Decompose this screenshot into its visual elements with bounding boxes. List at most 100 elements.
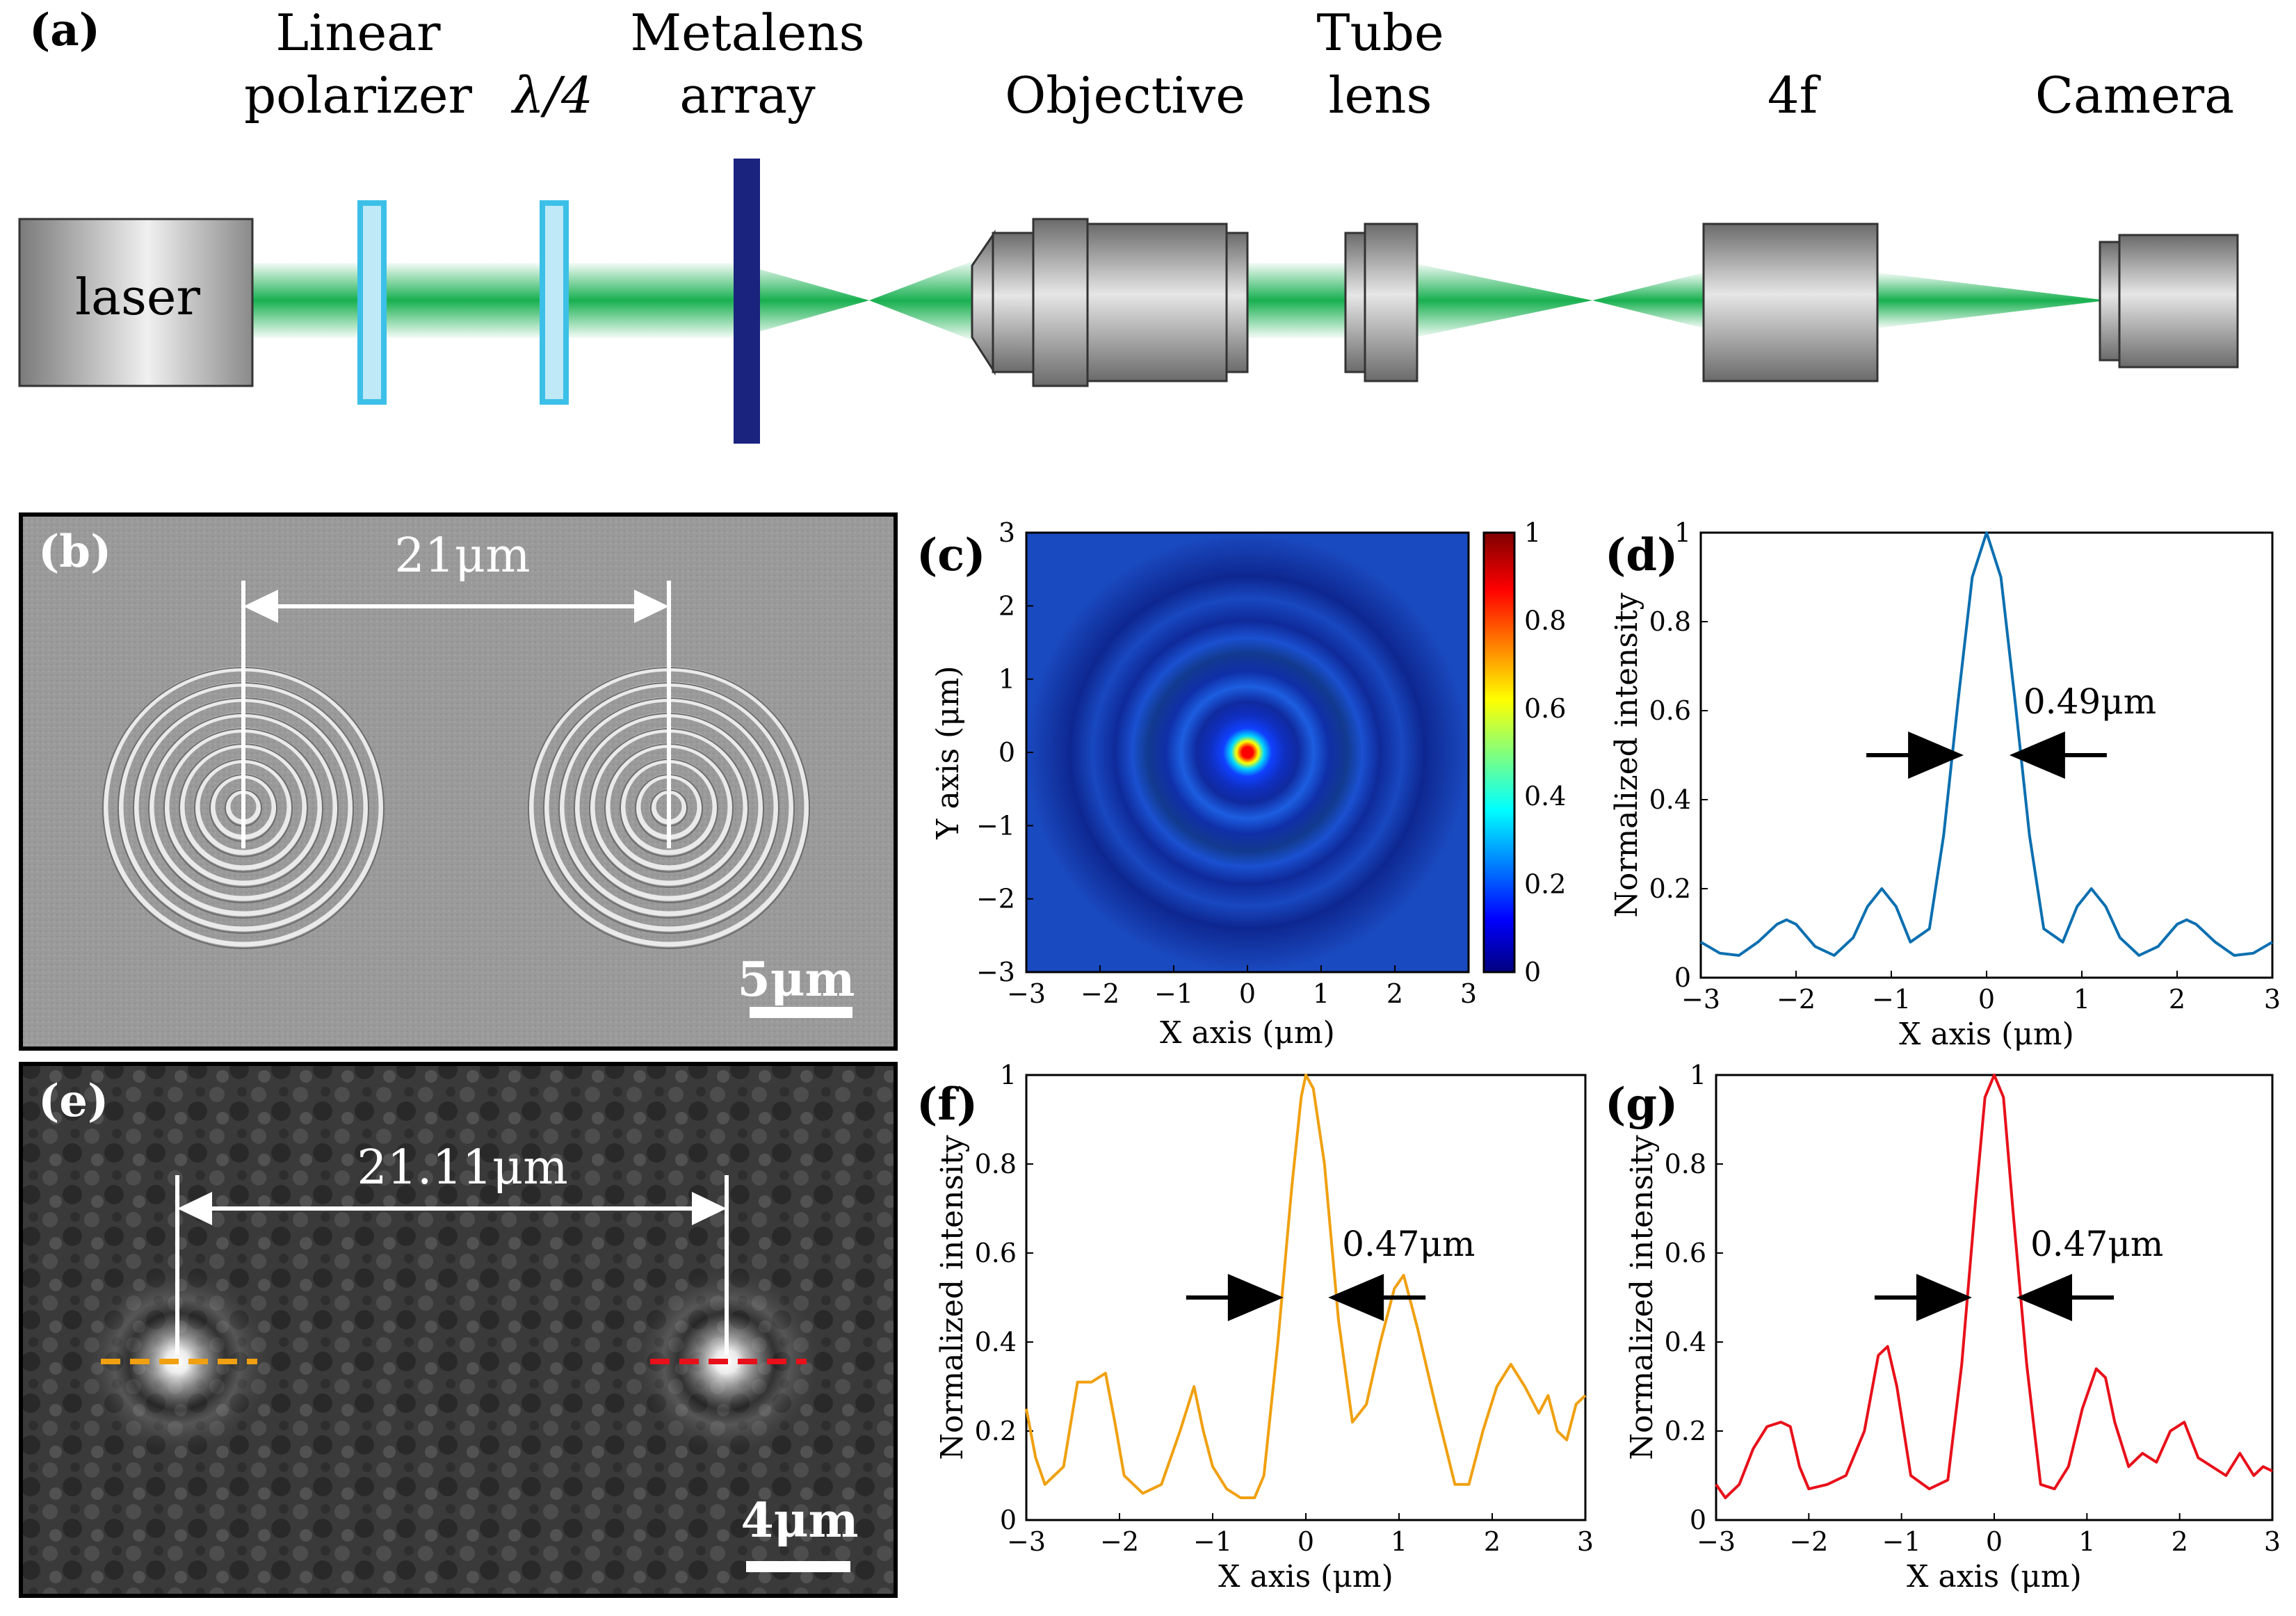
x-tick-label: −2 (1100, 1526, 1139, 1557)
colorbar-tick-label: 0.4 (1524, 781, 1566, 811)
x-tick-label: 3 (1460, 978, 1477, 1009)
y-tick-label: 1 (1674, 517, 1691, 548)
camera-focus-beam (1877, 273, 2107, 328)
objective-lens (971, 218, 1249, 387)
label-laser: laser (75, 268, 201, 326)
colorbar-tick-label: 0.8 (1524, 605, 1566, 636)
x-tick-label: 0 (1978, 984, 1995, 1015)
y-tick-label: 1 (999, 664, 1015, 695)
x-tick-label: 2 (2169, 984, 2185, 1015)
x-tick-label: 2 (1484, 1526, 1501, 1557)
tube-diverge-beam (1592, 273, 1704, 328)
colorbar (1482, 531, 1516, 973)
panel-d: (d) −3 −2 −1 0 1 2 300.20.40.60.81X axis (μm)N… (1605, 517, 2281, 1052)
arrow-head-left (177, 1192, 212, 1225)
fwhm-arrow-left-head (1227, 1274, 1284, 1321)
x-axis-label: X axis (μm) (1907, 1559, 2082, 1594)
x-axis-label: X axis (μm) (1899, 1017, 2074, 1052)
label-polarizer: polarizer (244, 66, 472, 124)
plot-frame (1699, 531, 2274, 979)
fwhm-arrow-right-head (2016, 1274, 2072, 1321)
colorbar-tick-label: 1 (1524, 517, 1541, 548)
y-tick-label: −2 (976, 884, 1015, 914)
metalens-array (734, 159, 760, 444)
fwhm-arrow-left-head (1908, 732, 1964, 779)
y-tick-label: 0.6 (975, 1238, 1017, 1268)
x-tick-label: 1 (2073, 984, 2090, 1015)
y-axis-label: Y axis (μm) (930, 665, 966, 839)
arrow-head-left (243, 590, 278, 623)
arrow-head-right (692, 1192, 727, 1225)
linear-polarizer (357, 200, 387, 405)
tick-group: −3−3 −2 −2 −1 −1 0 0 1 1 2 2 3 3 0 0.2 0.4 0.6 0.8 1 (976, 517, 1566, 1009)
x-tick-label: −1 (1872, 984, 1911, 1015)
fwhm-label: 0.49μm (2023, 681, 2156, 722)
fwhm-label: 0.47μm (1342, 1224, 1475, 1264)
label-4f: 4f (1768, 66, 1821, 124)
y-tick-label: 0.4 (975, 1327, 1017, 1357)
x-tick-label: −1 (1193, 1526, 1232, 1557)
collimated-beam (250, 263, 737, 338)
panel-g-label: (g) (1605, 1078, 1678, 1131)
label-array: array (679, 66, 816, 124)
panel-a-label: (a) (29, 4, 100, 56)
x-axis-label: X axis (μm) (1218, 1559, 1393, 1594)
label-linear: Linear (275, 3, 441, 62)
tube-lens (1344, 223, 1418, 382)
y-tick-label: 0 (1674, 962, 1691, 993)
intensity-curve (1025, 1074, 1587, 1499)
y-tick-label: −3 (976, 957, 1015, 987)
focusing-beam (737, 263, 869, 338)
distance-label: 21.11μm (357, 1140, 567, 1195)
label-objective: Objective (1005, 66, 1245, 124)
distance-label: 21μm (394, 528, 530, 583)
scale-bar (750, 1007, 852, 1018)
x-tick-label: −1 (1882, 1526, 1921, 1557)
x-axis-label: X axis (μm) (1160, 1015, 1335, 1051)
laser-box (18, 218, 254, 387)
y-tick-label: −1 (976, 810, 1015, 841)
colorbar-tick-label: 0.6 (1524, 693, 1566, 724)
label-metalens: Metalens (630, 3, 864, 62)
diverging-beam (869, 261, 973, 341)
y-tick-label: 0.6 (1665, 1238, 1706, 1268)
y-tick-label: 0.4 (1649, 784, 1691, 815)
x-tick-label: −1 (1154, 978, 1193, 1009)
panel-c: (c) −3−3 −2 −2 −1 −1 0 0 1 1 2 2 3 3 0 0.2 0.4 0.6 0.8 1 X… (916, 517, 1566, 1051)
colorbar-tick-label: 0 (1524, 957, 1541, 987)
y-tick-label: 2 (999, 590, 1015, 621)
x-tick-label: 0 (1297, 1526, 1314, 1557)
y-tick-label: 0.2 (975, 1416, 1017, 1446)
x-tick-label: 1 (2078, 1526, 2095, 1557)
psf-heatmap (1025, 531, 1470, 973)
arrow-head-right (634, 590, 669, 623)
x-tick-label: 0 (1986, 1526, 2003, 1557)
y-axis-label: Normalized intensity (1624, 1135, 1660, 1460)
plot-frame (1025, 1074, 1587, 1521)
plot-frame (1715, 1074, 2274, 1521)
y-tick-label: 0.2 (1649, 873, 1691, 904)
panel-g: (g) −3 −2 −1 0 1 2 300.20.40.60.81X axis (μm)N… (1605, 1060, 2281, 1594)
x-tick-label: 3 (1577, 1526, 1594, 1557)
y-tick-label: 1 (1690, 1060, 1706, 1090)
x-tick-label: −2 (1081, 978, 1119, 1009)
tube-focus-beam (1412, 263, 1592, 338)
panel-f-label: (f) (916, 1078, 978, 1131)
fwhm-arrow-left-head (1916, 1274, 1972, 1321)
4f-system (1702, 223, 1879, 382)
x-tick-label: 2 (1387, 978, 1403, 1009)
x-tick-label: −2 (1777, 984, 1816, 1015)
panel-f: (f) −3 −2 −1 0 1 2 300.20.40.60.81X axis (μm)N… (916, 1060, 1594, 1594)
panel-e: (e) 21.11μm 4μm (19, 1062, 898, 1598)
intensity-curve (1715, 1074, 2273, 1499)
x-tick-label: 1 (1313, 978, 1329, 1009)
colorbar-tick-label: 0.2 (1524, 869, 1566, 900)
x-tick-label: 0 (1239, 978, 1256, 1009)
y-tick-label: 1 (1000, 1060, 1017, 1090)
x-tick-label: −3 (1007, 978, 1046, 1009)
y-tick-label: 3 (999, 517, 1015, 548)
x-tick-label: −3 (1007, 1526, 1046, 1557)
y-tick-label: 0.6 (1649, 695, 1691, 726)
label-quarter-wave: λ/4 (510, 66, 593, 124)
